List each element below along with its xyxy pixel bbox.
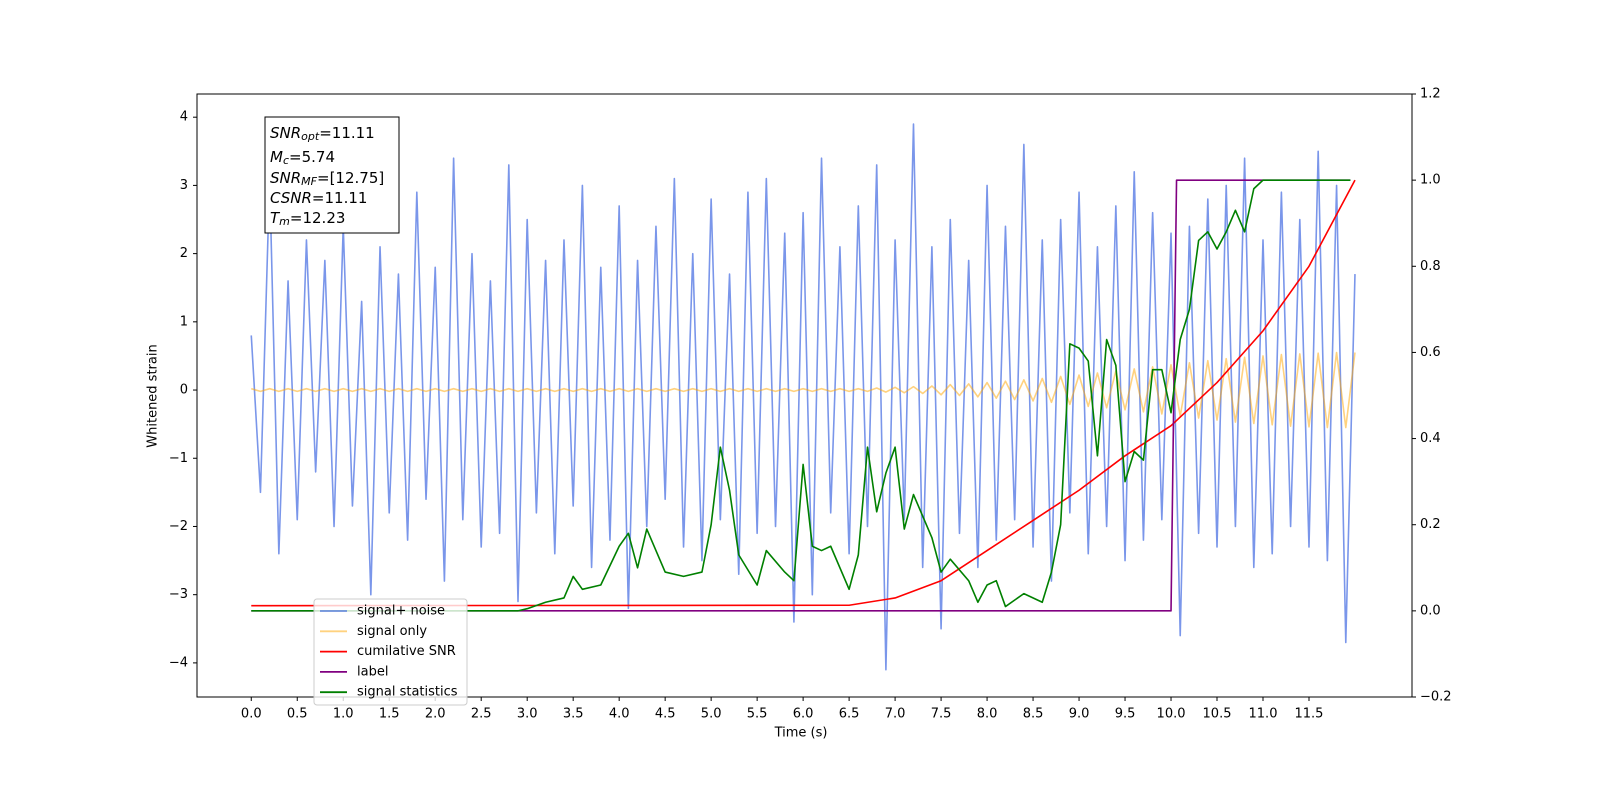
series-line [251, 351, 1356, 429]
annotation-box [264, 116, 400, 234]
y-tick-label: −2 [169, 519, 188, 534]
x-tick-label: 7.5 [931, 707, 952, 722]
x-tick-label: 8.0 [977, 707, 998, 722]
y2-tick-label: 0.8 [1420, 259, 1441, 274]
annotation: CSNR=11.11 [270, 189, 367, 207]
annotation-subscript: m [279, 215, 290, 228]
x-tick-label: 0.0 [241, 707, 262, 722]
x-tick-label: 11.0 [1249, 707, 1278, 722]
annotation-symbol: SNR [270, 124, 301, 142]
x-tick-label: 11.5 [1295, 707, 1324, 722]
series-line [251, 179, 1351, 612]
legend-label: signal statistics [357, 685, 458, 700]
x-tick-label: 8.5 [1023, 707, 1044, 722]
annotation-value: =11.11 [312, 189, 368, 207]
x-tick-label: 9.5 [1115, 707, 1136, 722]
x-tick-label: 1.0 [333, 707, 354, 722]
y-tick-label: 1 [180, 314, 188, 329]
y2-tick-label: 1.2 [1420, 87, 1441, 102]
legend-label: signal+ noise [357, 604, 445, 619]
annotation-symbol: T [270, 209, 281, 227]
annotation-symbol: CSNR [270, 189, 312, 207]
annotation: SNRMF=[12.75] [270, 169, 384, 189]
legend-box [313, 598, 468, 706]
x-tick-label: 10.5 [1203, 707, 1232, 722]
legend-label: cumilative SNR [357, 644, 456, 659]
x-tick-label: 4.5 [655, 707, 676, 722]
annotation-subscript: MF [301, 175, 317, 188]
annotation: Mc=5.74 [270, 148, 335, 168]
y2-tick-label: 0.2 [1420, 517, 1441, 532]
x-tick-label: 1.5 [379, 707, 400, 722]
y-tick-label: −1 [169, 451, 188, 466]
y2-tick-label: 0.4 [1420, 431, 1441, 446]
annotation-value: =5.74 [289, 148, 335, 166]
y-tick-label: 2 [180, 246, 188, 261]
y-tick-label: −3 [169, 587, 188, 602]
y2-tick-label: −0.2 [1420, 690, 1452, 705]
legend-label: label [357, 664, 388, 679]
y2-tick-label: 1.0 [1420, 173, 1441, 188]
plot-frame [196, 93, 1413, 698]
y2-tick-label: 0.6 [1420, 345, 1441, 360]
y2-tick-label: 0.0 [1420, 603, 1441, 618]
x-tick-label: 5.5 [747, 707, 768, 722]
legend-label: signal only [357, 624, 427, 639]
series-line [251, 179, 1356, 607]
annotation-symbol: M [270, 148, 283, 166]
annotation: Tm=12.23 [270, 209, 345, 229]
annotation-value: =11.11 [319, 124, 375, 142]
x-axis-label: Time (s) [774, 726, 828, 741]
annotation-symbol: SNR [270, 169, 301, 187]
x-tick-label: 4.0 [609, 707, 630, 722]
annotation-subscript: opt [301, 130, 320, 143]
y-axis-label: Whitened strain [146, 344, 161, 447]
annotation-value: =[12.75] [317, 169, 384, 187]
x-tick-label: 7.0 [885, 707, 906, 722]
x-tick-label: 5.0 [701, 707, 722, 722]
y-tick-label: −4 [169, 655, 188, 670]
annotation-value: =12.23 [290, 209, 346, 227]
x-tick-label: 0.5 [287, 707, 308, 722]
annotation-subscript: c [283, 154, 289, 167]
x-tick-label: 2.5 [471, 707, 492, 722]
x-tick-label: 9.0 [1069, 707, 1090, 722]
x-tick-label: 2.0 [425, 707, 446, 722]
y-tick-label: 3 [180, 178, 188, 193]
annotation: SNRopt=11.11 [270, 124, 375, 144]
y-tick-label: 4 [180, 110, 188, 125]
y-tick-label: 0 [180, 383, 188, 398]
x-tick-label: 6.5 [839, 707, 860, 722]
x-tick-label: 10.0 [1157, 707, 1186, 722]
x-tick-label: 3.5 [563, 707, 584, 722]
x-tick-label: 3.0 [517, 707, 538, 722]
series-line [250, 123, 1356, 671]
x-tick-label: 6.0 [793, 707, 814, 722]
